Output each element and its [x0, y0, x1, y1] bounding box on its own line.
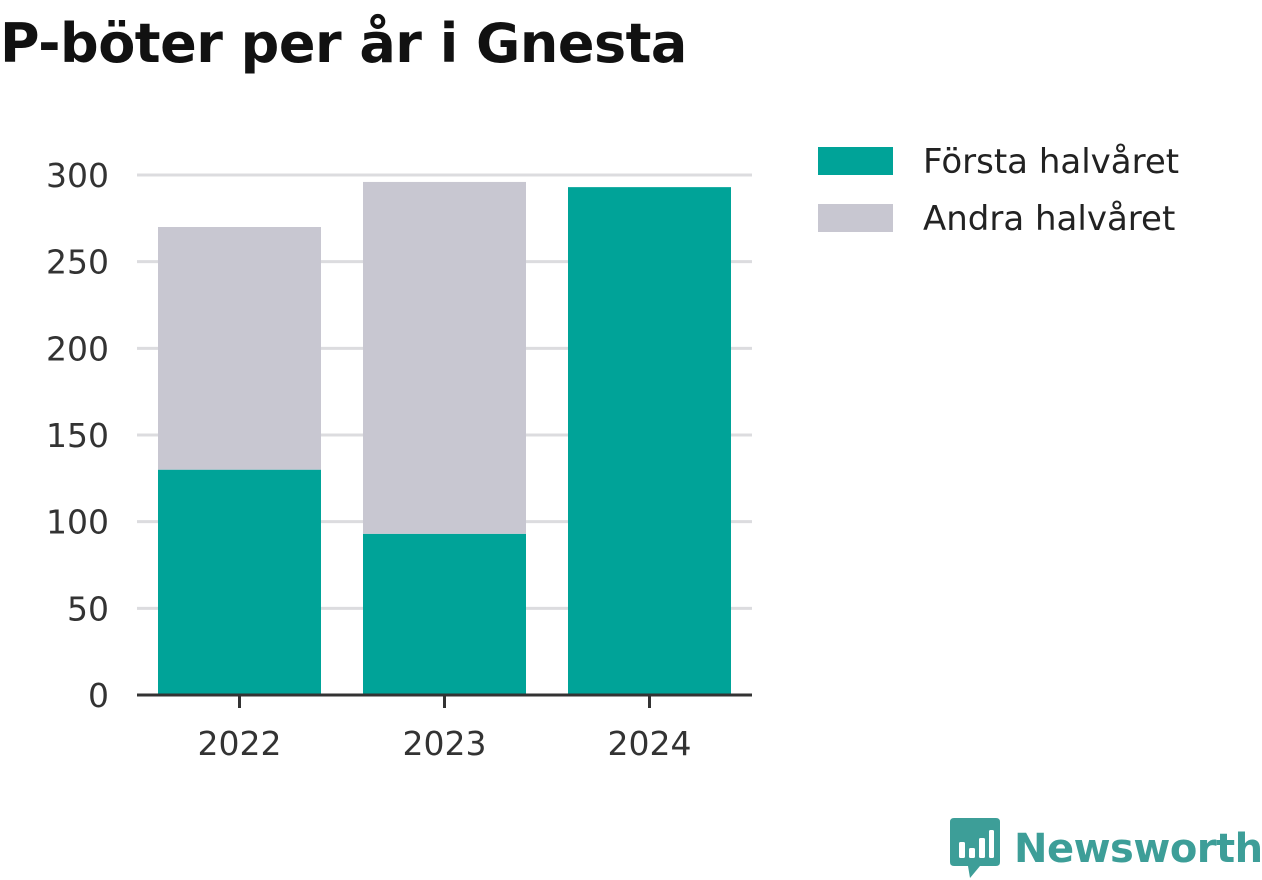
x-tick-label: 2023	[403, 724, 487, 763]
brand-logo: Newsworthy	[950, 818, 1262, 880]
newsworthy-logo-icon	[950, 818, 1000, 878]
x-tick-label: 2022	[198, 724, 282, 763]
legend-label: Andra halvåret	[923, 199, 1175, 239]
x-tick-label: 2024	[608, 724, 692, 763]
chart-title: P-böter per år i Gnesta	[0, 12, 687, 75]
legend-label: Första halvåret	[923, 142, 1179, 182]
y-tick-label: 200	[46, 329, 109, 368]
legend: Första halvåret Andra halvåret	[818, 142, 1179, 239]
bars	[158, 181, 731, 695]
y-tick-label: 0	[88, 676, 109, 715]
brand-name: Newsworthy	[1014, 826, 1262, 872]
bar-2022-series-2	[158, 227, 321, 470]
legend-swatch	[818, 147, 893, 175]
y-tick-label: 150	[46, 416, 109, 455]
y-tick-label: 100	[46, 503, 109, 542]
x-axis: 2022 2023 2024	[137, 693, 752, 763]
bar-2022-series-1	[158, 469, 321, 695]
y-tick-label: 50	[67, 589, 109, 628]
y-axis: 0 50 100 150 200 250 300	[46, 156, 109, 715]
y-tick-label: 250	[46, 243, 109, 282]
y-tick-label: 300	[46, 156, 109, 195]
bar-2023-series-1	[363, 533, 526, 695]
bar-2023-series-2	[363, 181, 526, 534]
legend-swatch	[818, 204, 893, 232]
bar-2024-series-1	[568, 187, 731, 695]
